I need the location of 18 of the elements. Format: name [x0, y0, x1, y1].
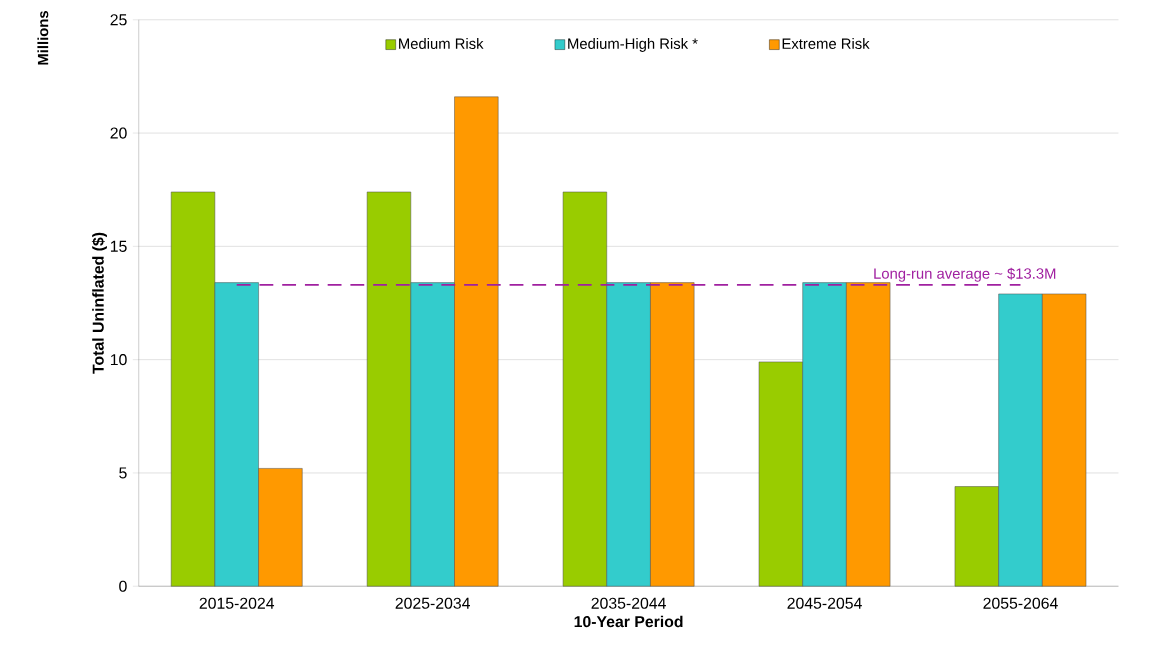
y-tick-label: 15	[110, 240, 127, 252]
x-tick-label: 2035-2044	[591, 597, 666, 609]
legend-label: Medium-High Risk *	[568, 37, 698, 52]
ref-line-label: Long-run average ~ $13.3M	[874, 267, 1056, 282]
x-tick-label: 2015-2024	[199, 597, 275, 609]
x-tick-label: 2025-2034	[395, 597, 470, 609]
legend-label: Medium Risk	[399, 37, 484, 49]
x-axis-title: 10-Year Period	[574, 615, 683, 628]
y-axis-title: Total Uninflated ($)	[91, 232, 107, 374]
y-tick-label: 25	[110, 14, 127, 26]
y-tick-label: 10	[110, 353, 127, 366]
y-tick-label: 20	[110, 127, 127, 139]
x-tick-label: 2055-2064	[983, 597, 1058, 609]
text: Millions	[37, 10, 49, 65]
legend-label: Extreme Risk	[782, 37, 870, 49]
y-tick-label: 5	[119, 467, 127, 479]
x-tick-label: 2045-2054	[787, 597, 862, 609]
y-tick-label: 0	[119, 580, 127, 592]
